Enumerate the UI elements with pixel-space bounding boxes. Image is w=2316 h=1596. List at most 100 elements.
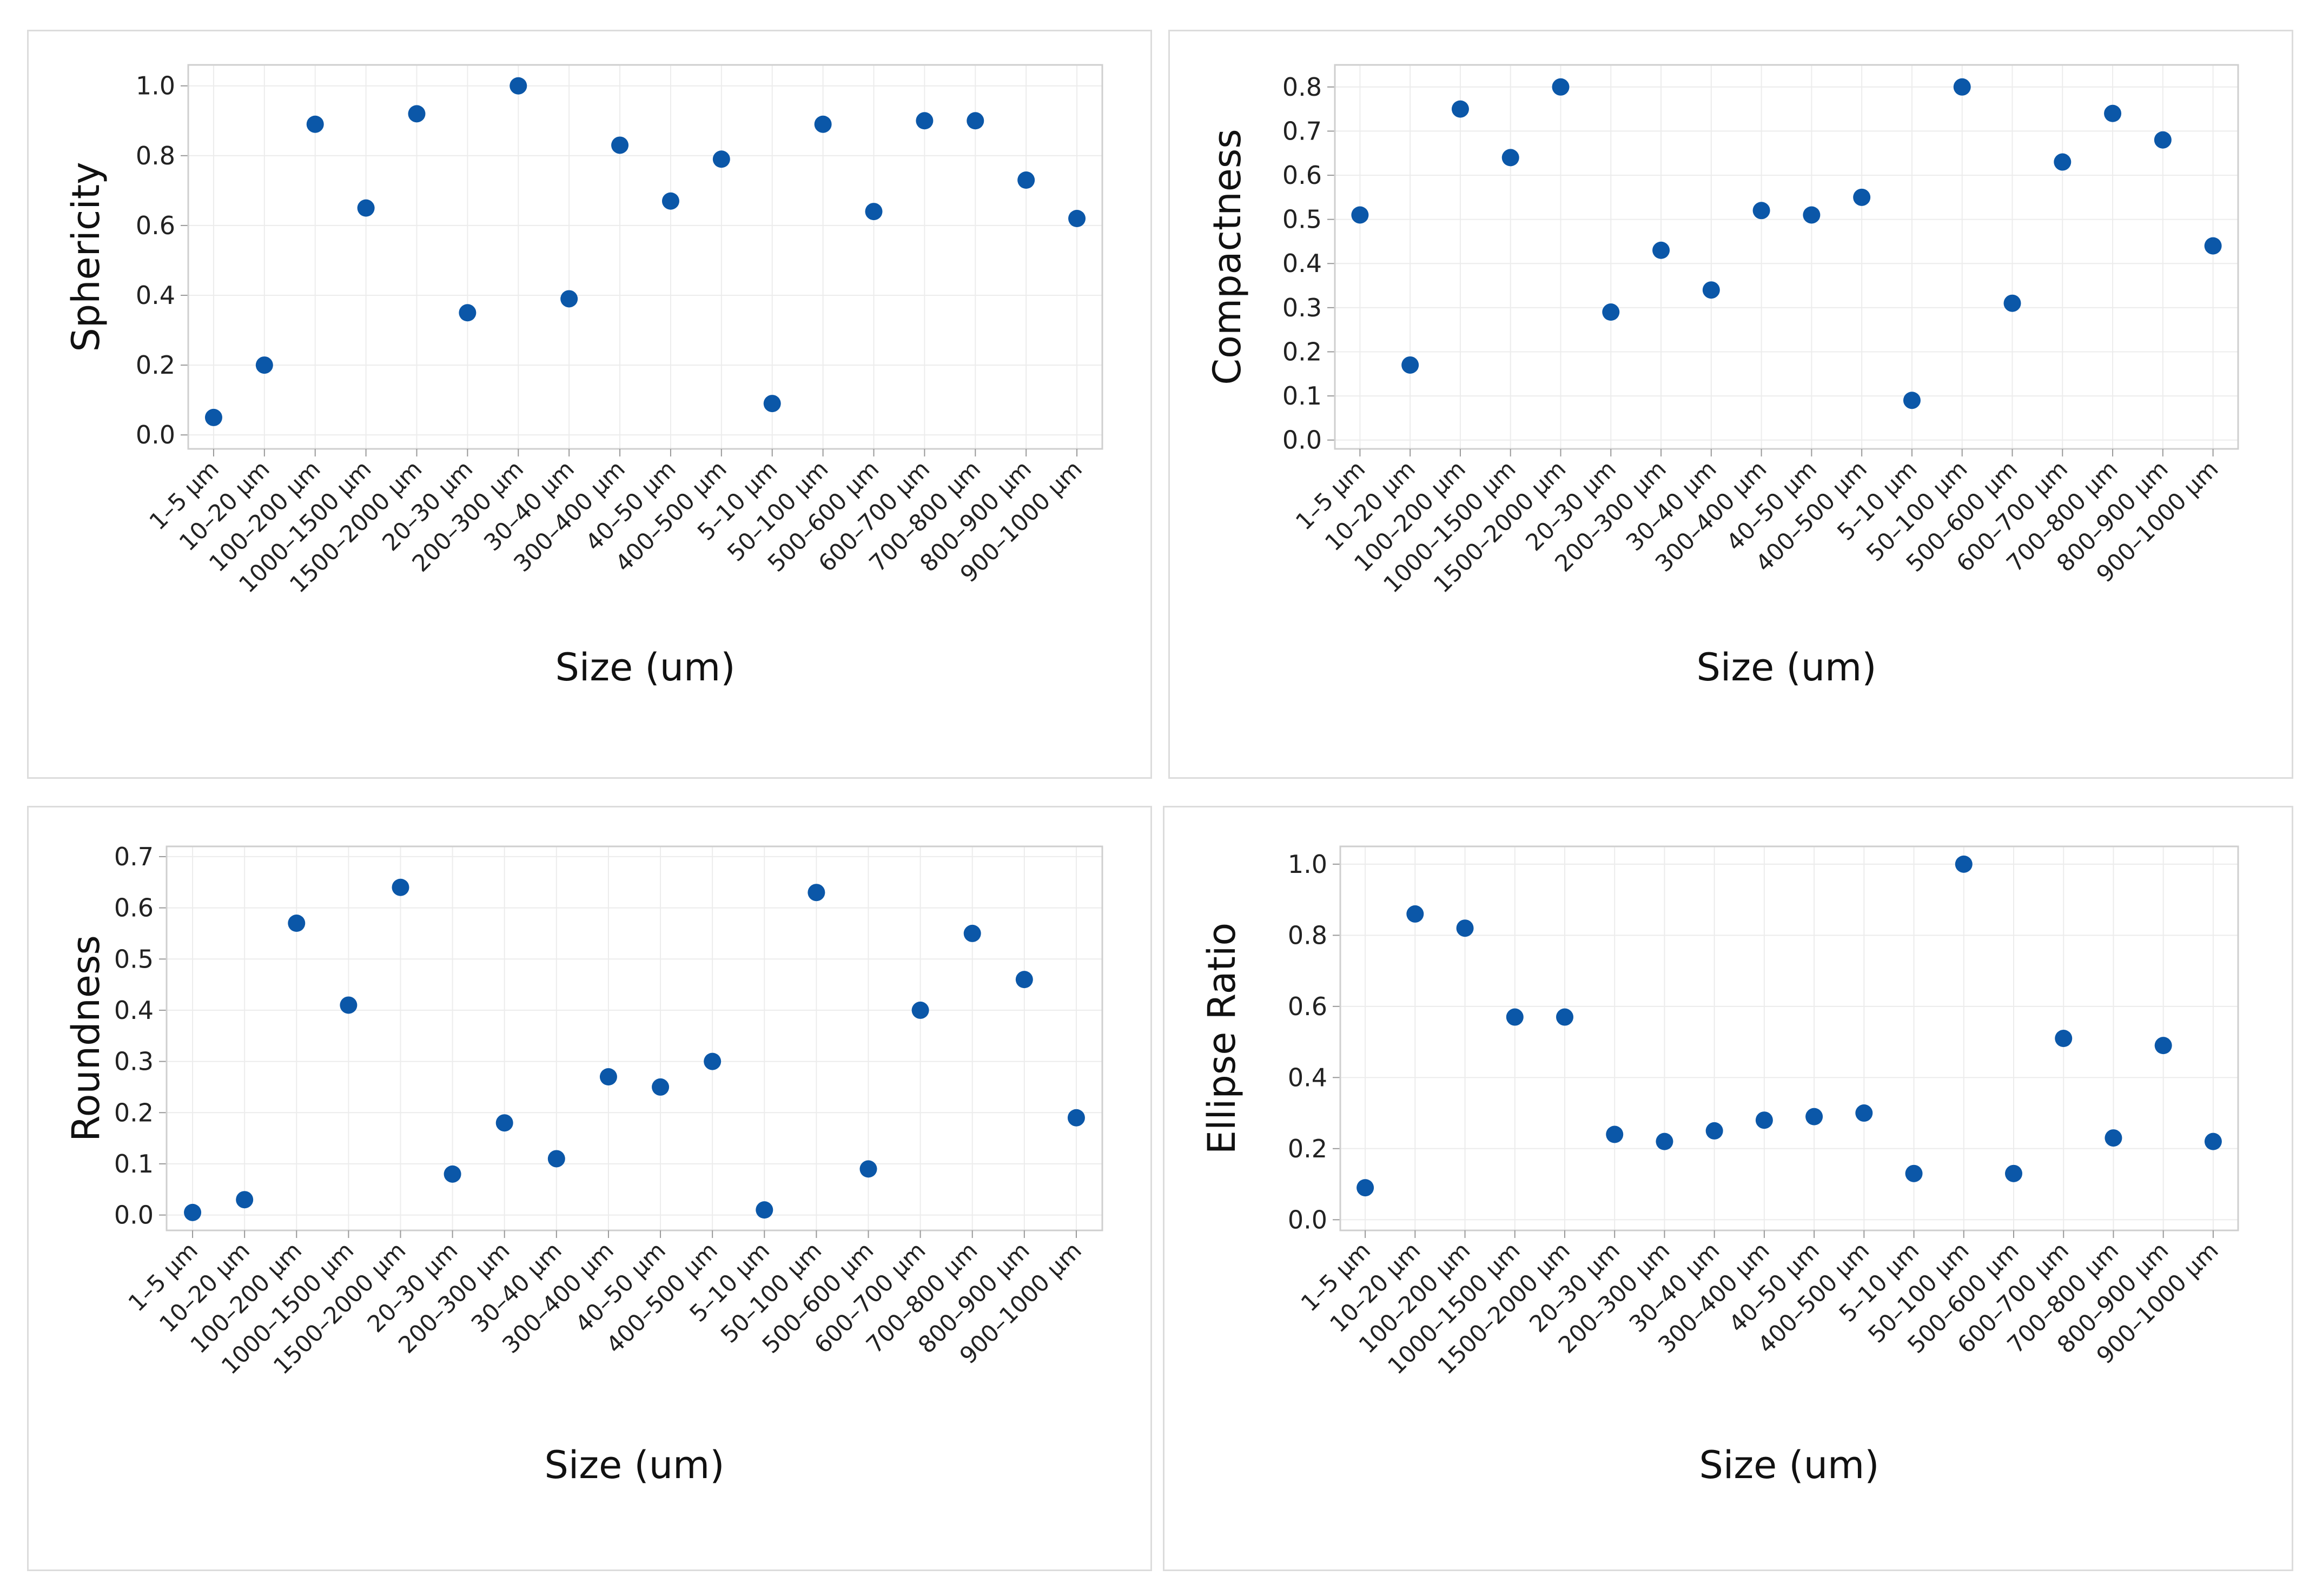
chart3-y-tick-label: 0.6 — [1288, 992, 1327, 1021]
chart3-y-tick-label: 0.4 — [1288, 1063, 1327, 1092]
chart0-plot-frame — [187, 64, 1103, 450]
chart2-y-tick-label: 0.7 — [114, 842, 154, 871]
chart2-y-tick-label: 0.5 — [114, 944, 154, 974]
chart2-data-point — [808, 884, 825, 902]
chart3-plot-frame — [1339, 845, 2239, 1231]
chart3-data-point — [1855, 1104, 1873, 1122]
chart3-data-point — [1905, 1164, 1923, 1182]
chart0-y-tick-label: 0.6 — [136, 211, 175, 240]
chart1-x-axis-title: Size (um) — [1696, 645, 1876, 690]
chart2-y-tick-label: 0.6 — [114, 893, 154, 923]
chart3-data-point — [2105, 1129, 2122, 1147]
chart0-data-point — [509, 77, 527, 95]
chart0-data-point — [814, 115, 832, 133]
chart2-y-tick-label: 0.3 — [114, 1047, 154, 1076]
chart2-data-point — [963, 924, 981, 942]
chart2-data-point — [340, 996, 358, 1014]
chart1-y-tick-label: 0.2 — [1282, 337, 1322, 366]
chart2-y-tick-label: 0.1 — [114, 1149, 154, 1178]
chart0-data-point — [712, 150, 730, 168]
chart0-data-point — [459, 304, 477, 322]
chart2-data-point — [1067, 1109, 1085, 1127]
chart1-y-tick-label: 0.4 — [1282, 249, 1322, 278]
chart1-data-point — [2054, 153, 2072, 171]
chart1-y-axis-title: Compactness — [1205, 129, 1249, 385]
chart3-y-tick-label: 0.8 — [1288, 920, 1327, 950]
chart2-data-point — [652, 1078, 670, 1096]
compactness-chart-panel: 0.0 0.1 0.2 0.3 0.4 0.5 0.6 0.7 0.8 1–5 µm 10–20 µ… — [1168, 30, 2293, 779]
chart1-data-point — [1602, 303, 1620, 321]
chart0-y-tick-label: 0.0 — [136, 420, 175, 449]
chart3-data-point — [1656, 1133, 1673, 1150]
chart1-data-point — [1853, 188, 1871, 206]
chart3-x-axis-title: Size (um) — [1699, 1443, 1879, 1487]
chart1-data-point — [1803, 206, 1821, 224]
chart3-data-point — [2005, 1164, 2022, 1182]
chart3-data-point — [1805, 1108, 1823, 1125]
chart1-y-tick-label: 0.8 — [1282, 72, 1322, 102]
chart1-y-tick-label: 0.7 — [1282, 116, 1322, 145]
chart3-data-point — [1456, 919, 1474, 937]
chart3-y-tick-label: 0.2 — [1288, 1134, 1327, 1163]
chart0-data-point — [661, 192, 679, 210]
chart3-data-point — [2204, 1133, 2222, 1150]
chart1-y-tick-label: 0.6 — [1282, 161, 1322, 190]
chart3-data-point — [1406, 905, 1424, 923]
chart3-data-point — [1705, 1122, 1723, 1140]
chart2-y-tick-label: 0.4 — [114, 996, 154, 1025]
chart3-data-point — [2154, 1037, 2172, 1055]
chart1-y-tick-label: 0.3 — [1282, 293, 1322, 322]
chart0-y-axis-title: Sphericity — [64, 162, 108, 352]
chart3-data-point — [1755, 1111, 1773, 1129]
chart1-data-point — [1652, 241, 1670, 259]
chart2-y-tick-label: 0.2 — [114, 1098, 154, 1127]
chart0-data-point — [255, 356, 273, 374]
sphericity-chart-panel: 0.0 0.2 0.4 0.6 0.8 1.0 1–5 µm 10–20 µm 100–200 … — [27, 30, 1152, 779]
chart3-data-point — [1506, 1008, 1524, 1026]
chart0-y-tick-label: 1.0 — [136, 71, 175, 101]
chart0-data-point — [865, 203, 883, 221]
chart1-data-point — [2104, 104, 2122, 122]
chart0-data-point — [560, 290, 578, 308]
chart1-data-point — [1401, 356, 1419, 374]
chart2-data-point — [1015, 971, 1033, 989]
chart1-data-point — [1501, 149, 1519, 167]
chart0-data-point — [357, 199, 375, 217]
chart1-plot-frame — [1334, 64, 2239, 450]
chart2-data-point — [236, 1191, 254, 1209]
chart0-data-point — [306, 115, 324, 133]
chart2-y-axis-title: Roundness — [64, 935, 108, 1142]
chart2-data-point — [547, 1150, 565, 1168]
chart0-data-point — [763, 395, 781, 413]
chart1-data-point — [1752, 202, 1770, 220]
chart1-data-point — [1451, 100, 1469, 118]
chart1-data-point — [1351, 206, 1369, 224]
chart2-data-point — [184, 1203, 202, 1221]
chart2-x-axis-title: Size (um) — [544, 1443, 724, 1487]
chart2-data-point — [756, 1201, 773, 1219]
chart3-data-point — [1606, 1125, 1624, 1143]
chart1-data-point — [2003, 294, 2021, 312]
chart2-y-tick-label: 0.0 — [114, 1201, 154, 1230]
chart0-data-point — [967, 112, 984, 130]
chart0-data-point — [204, 408, 222, 426]
chart3-data-point — [2055, 1030, 2073, 1047]
chart3-y-tick-label: 1.0 — [1288, 850, 1327, 879]
chart2-data-point — [444, 1165, 461, 1183]
chart1-data-point — [1903, 392, 1921, 409]
chart1-data-point — [2154, 131, 2172, 149]
chart0-data-point — [1068, 210, 1086, 227]
chart0-y-tick-label: 0.8 — [136, 141, 175, 170]
chart0-data-point — [916, 112, 934, 130]
ellipse-ratio-chart-panel: 0.0 0.2 0.4 0.6 0.8 1.0 1–5 µm 10–20 µm 100–200 … — [1163, 806, 2293, 1571]
chart1-data-point — [1702, 281, 1720, 299]
chart1-y-tick-label: 0.5 — [1282, 205, 1322, 234]
chart3-data-point — [1356, 1179, 1374, 1197]
chart2-data-point — [495, 1114, 513, 1132]
chart0-y-tick-label: 0.2 — [136, 350, 175, 380]
chart3-y-axis-title: Ellipse Ratio — [1200, 923, 1244, 1155]
chart0-y-tick-label: 0.4 — [136, 281, 175, 310]
